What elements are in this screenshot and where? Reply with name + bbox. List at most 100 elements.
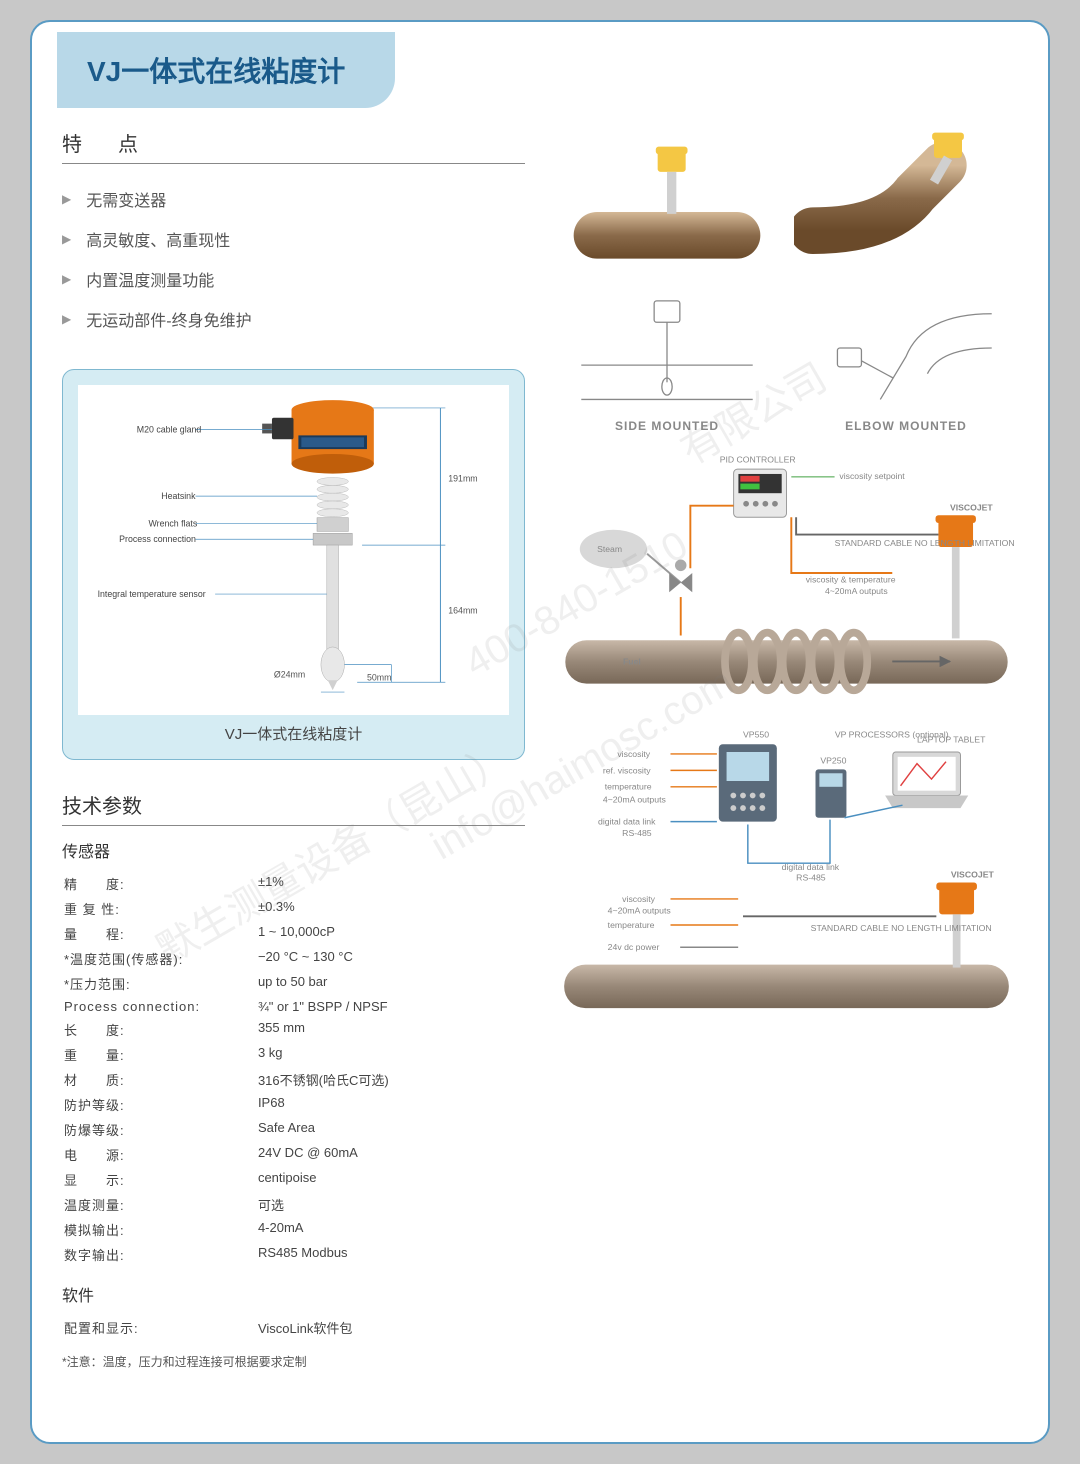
spec-row: 显 示:centipoise <box>64 1168 523 1191</box>
spec-value: 355 mm <box>258 1018 523 1041</box>
specs-heading: 技术参数 <box>62 790 525 826</box>
callout-cable-gland: M20 cable gland <box>137 424 202 434</box>
spec-row: 模拟输出:4-20mA <box>64 1218 523 1241</box>
spec-value: up to 50 bar <box>258 972 523 995</box>
spec-label: 显 示: <box>64 1168 256 1191</box>
spec-value: RS485 Modbus <box>258 1243 523 1266</box>
spec-label: 温度测量: <box>64 1193 256 1216</box>
content-area: 特 点 ▶无需变送器 ▶高灵敏度、高重现性 ▶内置温度测量功能 ▶无运动部件-终… <box>32 108 1048 1390</box>
spec-value: 316不锈钢(哈氏C可选) <box>258 1068 523 1091</box>
spec-label: *压力范围: <box>64 972 256 995</box>
spec-row: 精 度:±1% <box>64 872 523 895</box>
side-mount-drawing: SIDE MOUNTED <box>555 288 779 433</box>
spec-label: 重 量: <box>64 1043 256 1066</box>
product-drawing: 191mm 164mm <box>78 385 509 715</box>
svg-text:viscosity: viscosity <box>622 894 655 904</box>
dim-height-top: 191mm <box>448 473 477 483</box>
spec-value: IP68 <box>258 1093 523 1116</box>
spec-label: 量 程: <box>64 922 256 945</box>
svg-text:STANDARD CABLE NO LENGTH LIMIT: STANDARD CABLE NO LENGTH LIMITATION <box>811 923 992 933</box>
spec-label: 模拟输出: <box>64 1218 256 1241</box>
svg-text:VP250: VP250 <box>820 756 846 766</box>
svg-text:RS-485: RS-485 <box>796 873 826 883</box>
system-diagram-processors: VP550 VP PROCESSORS (optional) VP250 LAP… <box>555 723 1018 1018</box>
spec-label: 防爆等级: <box>64 1118 256 1141</box>
bullet-icon: ▶ <box>62 312 71 326</box>
svg-text:temperature: temperature <box>608 920 655 930</box>
svg-text:LAPTOP TABLET: LAPTOP TABLET <box>917 734 986 744</box>
spec-value: ±1% <box>258 872 523 895</box>
callout-wrench: Wrench flats <box>149 518 198 528</box>
spec-row: 重 复 性:±0.3% <box>64 897 523 920</box>
dim-diameter: Ø24mm <box>274 669 305 679</box>
spec-label: 材 质: <box>64 1068 256 1091</box>
dim-height-bottom: 164mm <box>448 606 477 616</box>
spec-row: *温度范围(传感器):−20 °C ~ 130 °C <box>64 947 523 970</box>
feature-item: ▶无运动部件-终身免维护 <box>62 299 525 339</box>
svg-text:VP550: VP550 <box>743 730 769 740</box>
spec-label: 精 度: <box>64 872 256 895</box>
spec-label: 数字输出: <box>64 1243 256 1266</box>
svg-text:VISCOJET: VISCOJET <box>950 503 993 513</box>
spec-row: *压力范围:up to 50 bar <box>64 972 523 995</box>
title-tab: VJ一体式在线粘度计 <box>57 32 395 108</box>
callout-temp-sensor: Integral temperature sensor <box>98 589 206 599</box>
callout-process: Process connection <box>119 534 196 544</box>
spec-value: ViscoLink软件包 <box>258 1316 523 1339</box>
svg-text:PID CONTROLLER: PID CONTROLLER <box>720 454 796 464</box>
svg-text:4~20mA outputs: 4~20mA outputs <box>603 794 667 804</box>
features-heading: 特 点 <box>62 128 525 164</box>
elbow-mount-photo <box>794 128 1018 273</box>
svg-text:Fuel: Fuel <box>623 656 641 666</box>
svg-text:viscosity setpoint: viscosity setpoint <box>839 471 905 481</box>
product-illustration-box: 191mm 164mm <box>62 369 525 760</box>
bullet-icon: ▶ <box>62 272 71 286</box>
svg-text:ref. viscosity: ref. viscosity <box>603 765 651 775</box>
spec-value: ¾" or 1" BSPP / NPSF <box>258 997 523 1016</box>
svg-text:24v dc power: 24v dc power <box>608 942 660 952</box>
spec-table: 精 度:±1%重 复 性:±0.3%量 程:1 ~ 10,000cP*温度范围(… <box>62 870 525 1268</box>
feature-list: ▶无需变送器 ▶高灵敏度、高重现性 ▶内置温度测量功能 ▶无运动部件-终身免维护 <box>62 179 525 339</box>
spec-row: 防护等级:IP68 <box>64 1093 523 1116</box>
svg-text:Steam: Steam <box>597 544 622 554</box>
spec-label: 长 度: <box>64 1018 256 1041</box>
spec-label: 防护等级: <box>64 1093 256 1116</box>
sensor-subheading: 传感器 <box>62 838 525 862</box>
spec-row: 量 程:1 ~ 10,000cP <box>64 922 523 945</box>
feature-item: ▶内置温度测量功能 <box>62 259 525 299</box>
spec-row: 电 源:24V DC @ 60mA <box>64 1143 523 1166</box>
spec-row: 长 度:355 mm <box>64 1018 523 1041</box>
svg-text:4~20mA outputs: 4~20mA outputs <box>608 905 672 915</box>
svg-text:STANDARD CABLE NO LENGTH LIMIT: STANDARD CABLE NO LENGTH LIMITATION <box>835 538 1015 548</box>
side-mount-label: SIDE MOUNTED <box>555 419 779 433</box>
mounting-photos <box>555 128 1018 273</box>
svg-text:VISCOJET: VISCOJET <box>951 870 995 880</box>
spec-row: 防爆等级:Safe Area <box>64 1118 523 1141</box>
spec-value: 可选 <box>258 1193 523 1216</box>
page-title: VJ一体式在线粘度计 <box>87 50 345 90</box>
spec-row: 数字输出:RS485 Modbus <box>64 1243 523 1266</box>
product-caption: VJ一体式在线粘度计 <box>78 723 509 744</box>
spec-value: 4-20mA <box>258 1218 523 1241</box>
datasheet-page: VJ一体式在线粘度计 特 点 ▶无需变送器 ▶高灵敏度、高重现性 ▶内置温度测量… <box>30 20 1050 1444</box>
dim-width-bottom: 50mm <box>367 672 391 682</box>
side-mount-photo <box>555 128 779 273</box>
mounting-drawings: SIDE MOUNTED ELBOW MOUNTED <box>555 288 1018 433</box>
left-column: 特 点 ▶无需变送器 ▶高灵敏度、高重现性 ▶内置温度测量功能 ▶无运动部件-终… <box>62 128 540 1370</box>
svg-text:RS-485: RS-485 <box>622 828 652 838</box>
feature-item: ▶高灵敏度、高重现性 <box>62 219 525 259</box>
spec-value: ±0.3% <box>258 897 523 920</box>
spec-footnote: *注意：温度，压力和过程连接可根据要求定制 <box>62 1353 525 1370</box>
software-table: 配置和显示:ViscoLink软件包 <box>62 1314 525 1341</box>
spec-label: *温度范围(传感器): <box>64 947 256 970</box>
elbow-mount-drawing: ELBOW MOUNTED <box>794 288 1018 433</box>
spec-label: 重 复 性: <box>64 897 256 920</box>
spec-value: −20 °C ~ 130 °C <box>258 947 523 970</box>
spec-row: Process connection:¾" or 1" BSPP / NPSF <box>64 997 523 1016</box>
spec-label: Process connection: <box>64 997 256 1016</box>
bullet-icon: ▶ <box>62 192 71 206</box>
spec-value: centipoise <box>258 1168 523 1191</box>
spec-row: 配置和显示:ViscoLink软件包 <box>64 1316 523 1339</box>
svg-text:viscosity & temperature: viscosity & temperature <box>806 575 896 585</box>
spec-value: 24V DC @ 60mA <box>258 1143 523 1166</box>
